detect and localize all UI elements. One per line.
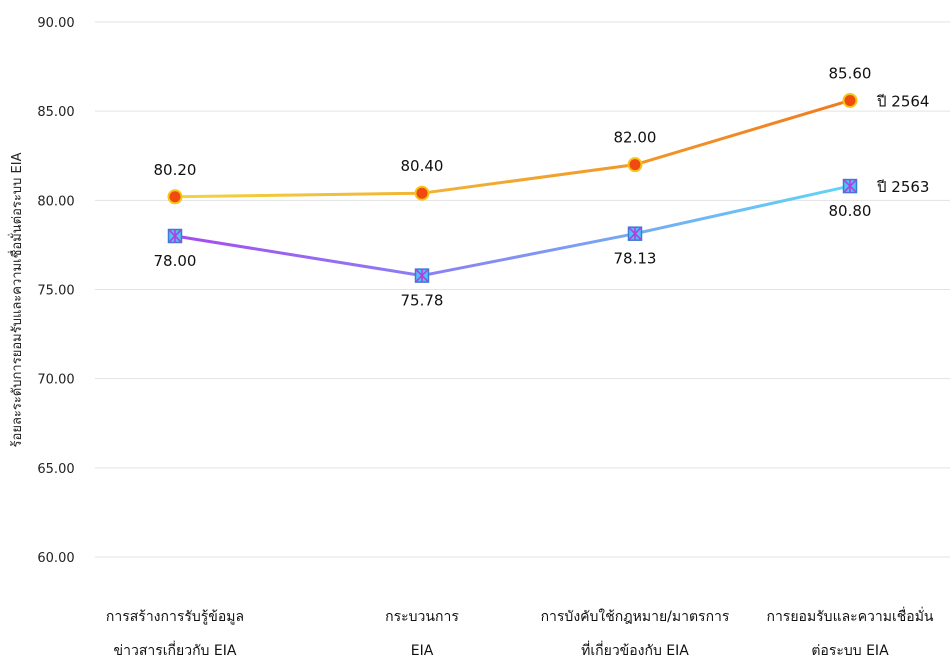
x-category-line: ที่เกี่ยวข้องกับ EIA bbox=[581, 641, 689, 659]
x-category-line: EIA bbox=[411, 643, 434, 659]
series-name-label: ปี 2563 bbox=[876, 178, 929, 196]
data-point-marker bbox=[414, 185, 430, 201]
data-label: 82.00 bbox=[614, 129, 657, 147]
series-0: 80.20 80.40 82.00 85.60ปี 2564 bbox=[154, 64, 929, 205]
x-category-line: การยอมรับและความเชื่อมั่น bbox=[766, 607, 933, 625]
x-category-line: ต่อระบบ EIA bbox=[811, 643, 889, 659]
data-label: 80.20 bbox=[154, 161, 197, 179]
data-point-marker bbox=[842, 178, 858, 194]
x-category-label: การสร้างการรับรู้ข้อมูลข่าวสารเกี่ยวกับ … bbox=[106, 609, 244, 659]
data-point-marker bbox=[842, 92, 858, 108]
y-tick-label: 85.00 bbox=[37, 105, 74, 120]
x-category-line: ข่าวสารเกี่ยวกับ EIA bbox=[114, 641, 237, 659]
data-point-marker bbox=[167, 189, 183, 205]
data-point-marker bbox=[167, 228, 183, 244]
y-axis-label: ร้อยละระดับการยอมรับและความเชื่อมั่นต่อร… bbox=[8, 152, 25, 447]
y-tick-label: 65.00 bbox=[37, 462, 74, 477]
y-tick-label: 60.00 bbox=[37, 551, 74, 566]
y-tick-label: 90.00 bbox=[37, 16, 74, 31]
x-category-line: กระบวนการ bbox=[385, 609, 459, 625]
x-category-line: การบังคับใช้กฎหมาย/มาตรการ bbox=[541, 608, 730, 625]
x-category-line: การสร้างการรับรู้ข้อมูล bbox=[106, 609, 244, 625]
data-point-marker bbox=[627, 226, 643, 241]
data-point-marker bbox=[414, 268, 430, 283]
x-category-label: การยอมรับและความเชื่อมั่นต่อระบบ EIA bbox=[766, 607, 933, 659]
series-1: 78.00 75.78 78.13 80.80ปี 2563 bbox=[154, 178, 930, 310]
series-line bbox=[173, 98, 852, 199]
series-line bbox=[173, 184, 852, 278]
y-tick-label: 75.00 bbox=[37, 284, 74, 299]
series-name-label: ปี 2564 bbox=[876, 92, 929, 110]
x-axis-categories: การสร้างการรับรู้ข้อมูลข่าวสารเกี่ยวกับ … bbox=[106, 607, 934, 659]
data-label: 75.78 bbox=[401, 292, 444, 310]
data-label: 80.40 bbox=[401, 157, 444, 175]
data-label: 80.80 bbox=[829, 202, 872, 220]
y-tick-label: 70.00 bbox=[37, 373, 74, 388]
x-category-label: กระบวนการ EIA bbox=[385, 609, 459, 659]
data-label: 78.00 bbox=[154, 252, 197, 270]
y-tick-label: 80.00 bbox=[37, 194, 74, 209]
data-point-marker bbox=[627, 157, 643, 173]
x-category-label: การบังคับใช้กฎหมาย/มาตรการที่เกี่ยวข้องก… bbox=[541, 608, 730, 659]
data-label: 85.60 bbox=[829, 64, 872, 82]
data-label: 78.13 bbox=[614, 250, 657, 268]
y-axis-ticks: 60.00 65.00 70.00 75.00 80.00 85.00 90.00 bbox=[37, 16, 74, 566]
gridlines bbox=[95, 21, 950, 558]
